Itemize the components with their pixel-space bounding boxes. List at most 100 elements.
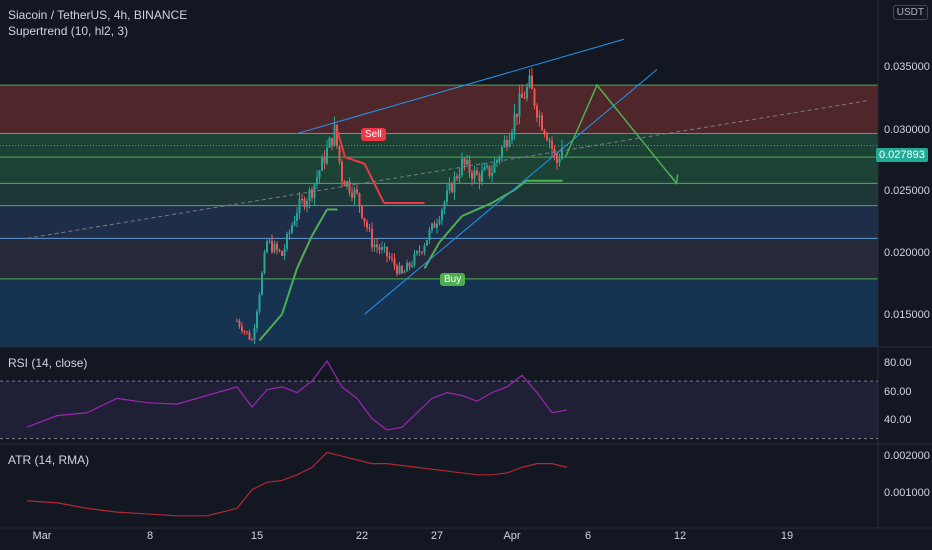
candle-body: [528, 75, 531, 88]
candle-body: [556, 153, 558, 163]
candle-body: [443, 201, 446, 210]
candle-body: [273, 243, 276, 253]
projection-arrowhead: [669, 174, 679, 186]
candle-body: [503, 139, 506, 148]
candle-body: [488, 165, 491, 176]
candle-body: [523, 97, 526, 99]
buy-signal: Buy: [440, 273, 466, 286]
rsi-line: [26, 359, 568, 431]
supertrend-line: [363, 163, 385, 204]
time-tick: 15: [250, 530, 264, 542]
currency-badge[interactable]: USDT: [892, 5, 928, 20]
candle-body: [478, 174, 481, 182]
candle-body: [408, 262, 411, 267]
candle-body: [251, 339, 253, 341]
candle-body: [436, 223, 438, 228]
candle-body: [346, 181, 348, 187]
candle-body: [431, 223, 433, 231]
candle-body: [463, 158, 466, 165]
trendline: [364, 69, 658, 315]
candle-body: [501, 147, 503, 158]
candle-body: [363, 217, 366, 223]
candle-body: [453, 176, 456, 193]
zone-band: [0, 183, 878, 206]
candle-body: [368, 227, 371, 230]
time-tick: 8: [146, 530, 154, 542]
candle-body: [293, 221, 296, 226]
candle-body: [246, 331, 248, 333]
candle-body: [238, 320, 241, 327]
candle-body: [391, 257, 393, 259]
candle-body: [411, 265, 413, 267]
time-tick: 19: [780, 530, 794, 542]
candle-body: [536, 105, 538, 118]
candle-body: [243, 331, 246, 333]
candle-body: [316, 177, 318, 185]
candle-body: [283, 248, 286, 256]
candle-body: [281, 251, 283, 256]
candle-body: [313, 184, 316, 198]
candle-body: [508, 140, 511, 147]
candle-body: [296, 212, 298, 222]
supertrend-line: [296, 235, 313, 269]
atr-tick: 0.002000: [884, 450, 930, 462]
candle-body: [513, 113, 516, 132]
candle-body: [353, 189, 356, 198]
candle-body: [298, 199, 301, 213]
supertrend-line: [513, 179, 528, 191]
candle-body: [548, 140, 551, 142]
candle-body: [336, 124, 338, 147]
candle-body: [373, 244, 376, 248]
trendline: [296, 38, 625, 135]
candle-body: [538, 115, 541, 118]
candle-body: [331, 137, 333, 146]
rsi-tick: 60.00: [884, 386, 912, 398]
time-tick: Apr: [503, 530, 521, 542]
trendline: [26, 100, 868, 239]
price-tick: 0.030000: [884, 124, 930, 136]
price-tick: 0.015000: [884, 309, 930, 321]
candle-body: [398, 265, 401, 274]
candle-body: [448, 183, 451, 191]
candle-body: [311, 189, 313, 198]
candle-body: [561, 147, 563, 159]
candle-body: [291, 225, 293, 233]
price-tick: 0.025000: [884, 185, 930, 197]
candle-body: [396, 265, 398, 274]
price-tick: 0.020000: [884, 247, 930, 259]
candle-body: [521, 93, 523, 98]
supertrend-line: [281, 268, 298, 315]
candle-body: [471, 173, 473, 179]
candle-body: [511, 131, 513, 141]
candle-body: [441, 209, 443, 220]
candle-body: [446, 190, 448, 202]
candle-body: [326, 147, 328, 164]
candle-body: [423, 245, 426, 253]
candle-body: [386, 246, 388, 257]
time-tick: 6: [584, 530, 592, 542]
candle-body: [393, 258, 396, 266]
candle-body: [338, 146, 341, 162]
candle-body: [406, 262, 408, 272]
candle-body: [476, 170, 478, 175]
candle-body: [333, 124, 336, 146]
time-tick: 27: [430, 530, 444, 542]
candle-body: [413, 253, 416, 266]
candle-body: [286, 233, 288, 249]
candle-body: [481, 170, 483, 182]
atr-title: ATR (14, RMA): [8, 453, 90, 467]
candle-body: [261, 272, 263, 295]
candle-body: [456, 176, 458, 179]
atr-line: [26, 451, 568, 517]
candle-body: [486, 165, 488, 168]
candle-body: [526, 87, 528, 99]
candle-body: [266, 241, 268, 253]
supertrend-line: [258, 313, 283, 342]
candle-body: [426, 240, 428, 246]
candle-body: [271, 240, 273, 253]
candle-body: [416, 251, 418, 254]
last-price-tag: 0.027893: [876, 148, 928, 162]
candle-body: [253, 328, 256, 340]
candle-body: [376, 244, 378, 248]
